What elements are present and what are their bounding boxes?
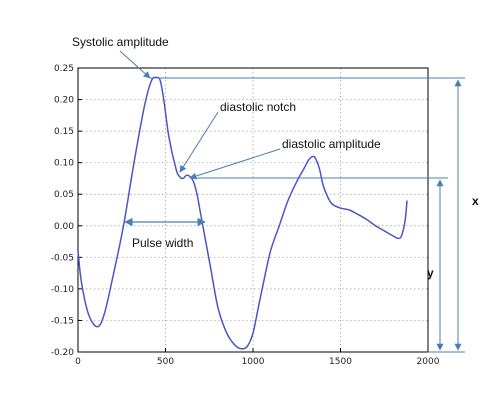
arrow-diastolic <box>189 148 281 180</box>
y-tick-label: 0.10 <box>54 159 74 169</box>
x-tick-label: 0 <box>75 357 81 367</box>
arrow-systolic <box>119 50 151 79</box>
x-tick-label: 2000 <box>417 357 440 367</box>
annotation-notch: diastolic notch <box>220 100 296 114</box>
y-tick-label: -0.05 <box>51 253 74 263</box>
annotation-systolic: Systolic amplitude <box>72 35 169 49</box>
y-tick-label: -0.20 <box>51 348 75 358</box>
ticks: 0 500 1000 1500 2000 0.25 0.20 0.15 0.10 0.05 0.00… <box>51 64 440 367</box>
annotation-diastolic: diastolic amplitude <box>282 137 381 151</box>
y-tick-label: 0.25 <box>54 64 74 74</box>
series-group <box>77 76 408 350</box>
y-tick-label: 0.05 <box>54 190 74 200</box>
label-y: y <box>427 266 434 280</box>
y-tick-label: 0.20 <box>54 96 74 106</box>
y-tick-label: -0.15 <box>51 316 74 326</box>
annotation-pulse-width: Pulse width <box>132 236 193 250</box>
arrow-notch <box>179 111 219 173</box>
x-tick-label: 1000 <box>242 357 265 367</box>
label-x: x <box>472 194 479 208</box>
y-tick-label: 0.00 <box>54 222 74 232</box>
y-tick-label: -0.10 <box>51 285 75 295</box>
y-tick-label: 0.15 <box>54 127 74 137</box>
x-tick-label: 1500 <box>329 357 352 367</box>
series-line <box>77 76 408 350</box>
x-tick-label: 500 <box>157 357 174 367</box>
